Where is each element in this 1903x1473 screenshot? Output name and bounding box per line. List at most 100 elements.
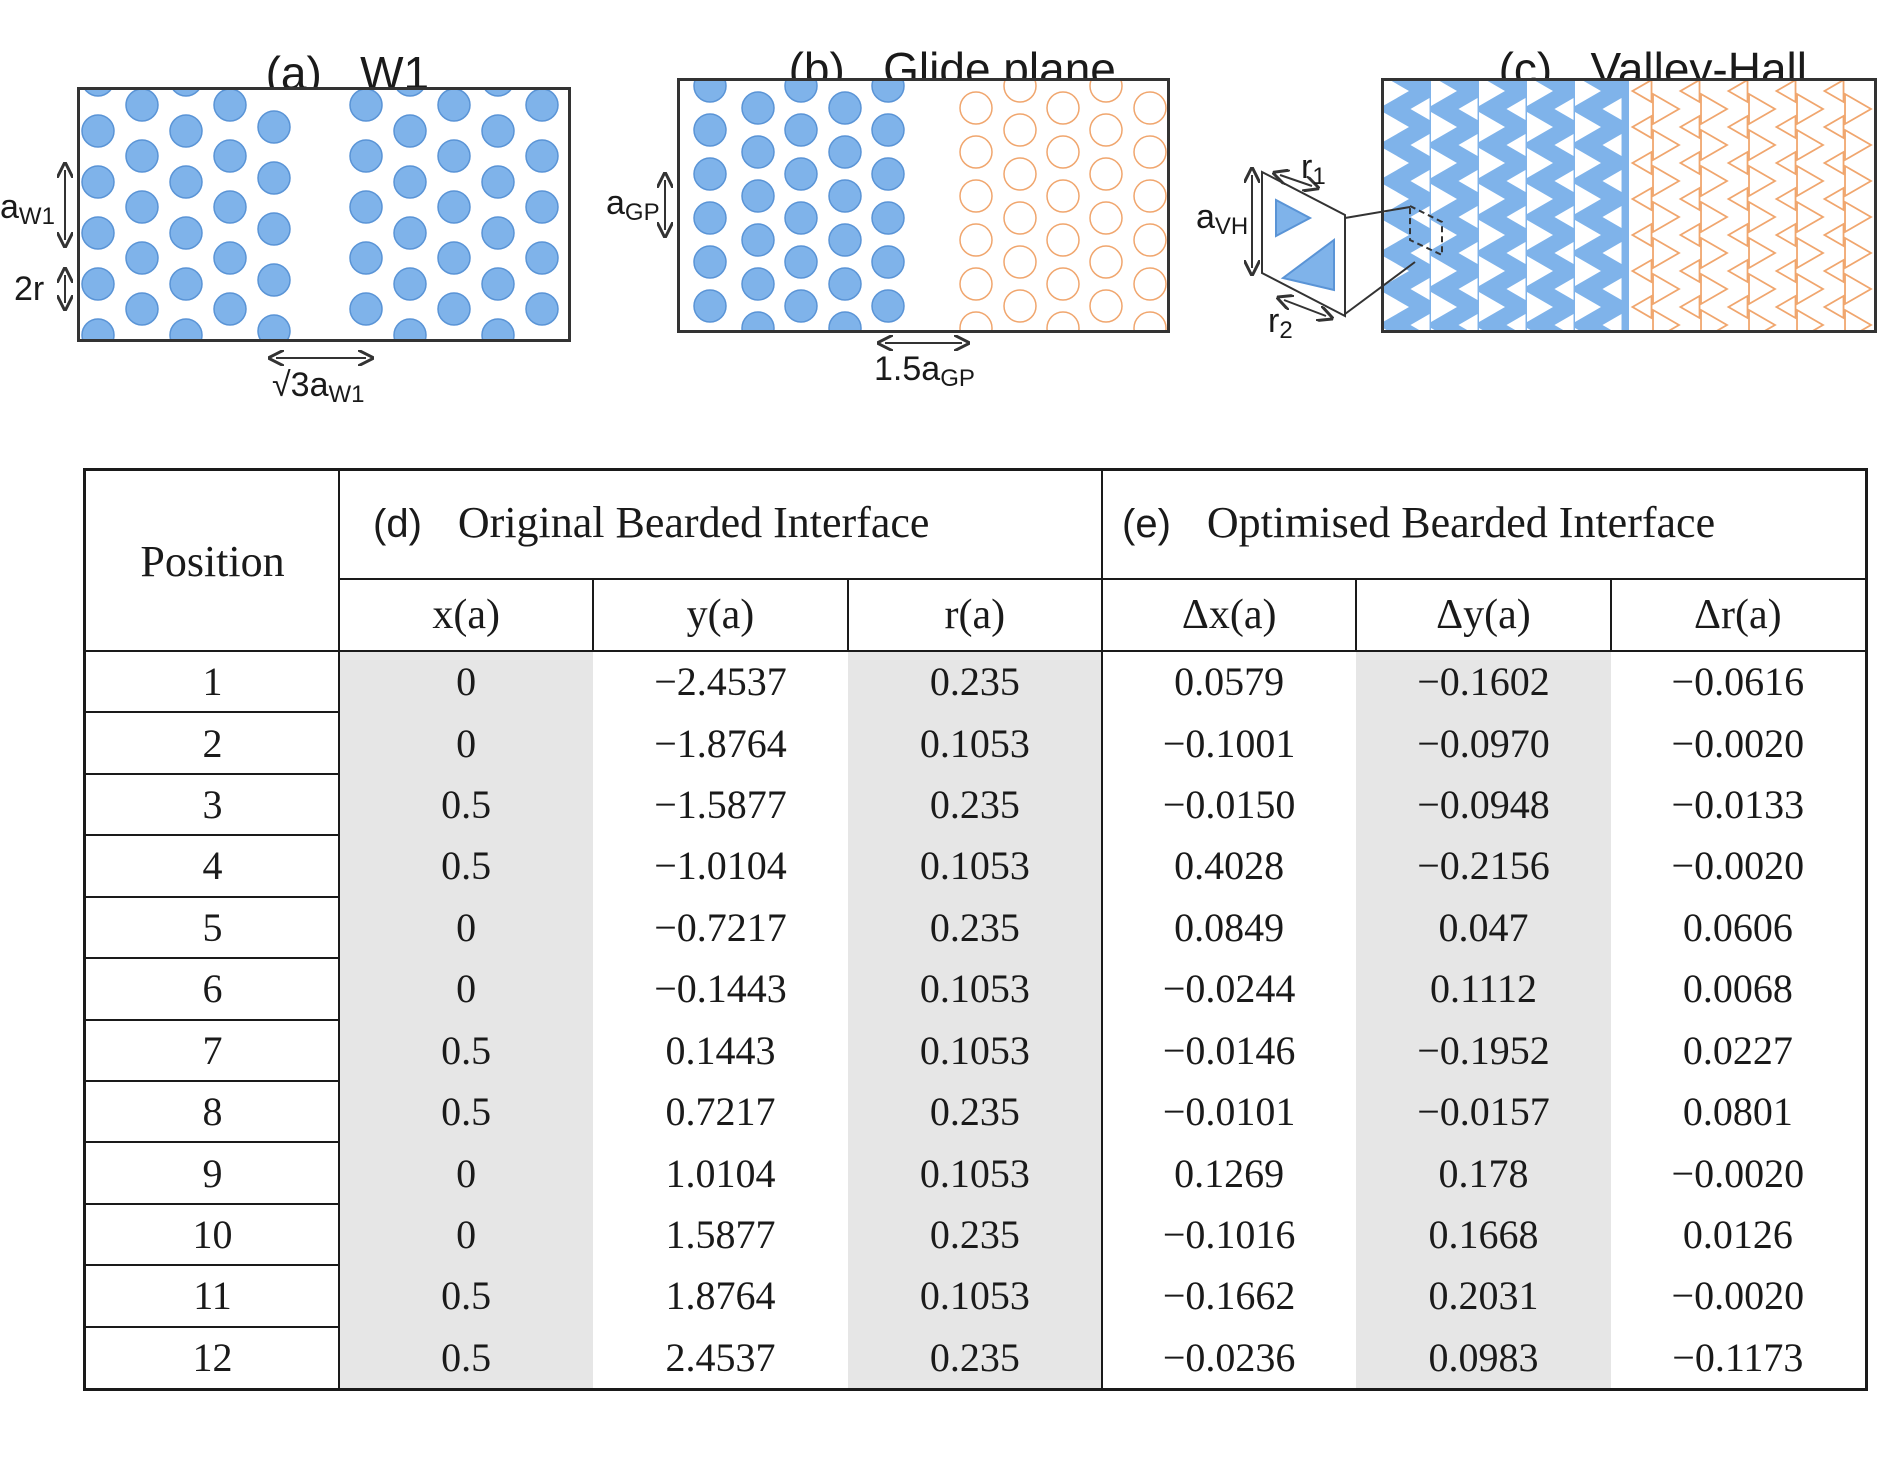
filled-hole	[169, 318, 203, 339]
lattice-gap-triangle	[1431, 112, 1457, 142]
filled-hole	[693, 245, 727, 279]
filled-hole	[437, 90, 471, 122]
open-triangle	[1726, 114, 1749, 140]
column-header-divider	[592, 579, 595, 651]
lattice-gap-triangle	[1527, 220, 1553, 250]
filled-hole	[213, 90, 247, 122]
open-hole	[1003, 289, 1037, 323]
open-triangle	[1678, 222, 1701, 248]
open-triangle	[1748, 92, 1777, 126]
filled-hole	[784, 81, 818, 103]
filled-hole	[257, 161, 291, 195]
r1-arrow	[1280, 175, 1312, 186]
filled-hole	[257, 110, 291, 144]
table-cell: 0.1053	[919, 966, 1030, 1012]
row-rule	[86, 772, 339, 775]
dashed-unit-cell	[1409, 204, 1443, 257]
open-triangle	[1678, 150, 1701, 176]
filled-hole	[125, 292, 159, 326]
open-triangle	[1822, 81, 1845, 104]
open-hole	[1046, 223, 1080, 257]
filled-hole	[741, 267, 775, 301]
filled-hole	[871, 201, 905, 235]
filled-hole	[481, 165, 515, 199]
table-cell: 0.1053	[919, 1027, 1030, 1073]
glide-plane-lattice-diagram	[677, 78, 1170, 333]
table-cell: 1.8764	[665, 1273, 776, 1319]
filled-hole	[125, 90, 159, 122]
r1-label: r1	[1301, 150, 1326, 189]
position-cell: 9	[202, 1150, 223, 1196]
table-cell: −0.0146	[1162, 1027, 1296, 1073]
table-cell: 0.5	[441, 1334, 492, 1380]
lattice-gap-triangle	[1602, 98, 1622, 120]
open-hole	[1089, 201, 1123, 235]
group-divider-rule	[1101, 471, 1103, 1388]
column-header: y(a)	[686, 592, 755, 638]
lattice-gap-triangle	[1602, 242, 1622, 264]
position-column-rule	[338, 471, 340, 1388]
lattice-gap-triangle	[1410, 242, 1430, 264]
sqrt3-a-label-sub: W1	[328, 381, 365, 408]
open-triangle	[1652, 308, 1681, 330]
row-rule	[86, 895, 339, 898]
filled-hole	[693, 157, 727, 191]
table-cell: 0.0983	[1428, 1334, 1539, 1380]
lattice-gap-triangle	[1479, 220, 1505, 250]
open-triangle	[1726, 222, 1749, 248]
valley-hall-lattice-diagram	[1381, 78, 1877, 333]
table-cell: −0.0616	[1671, 659, 1805, 705]
filled-hole	[169, 216, 203, 250]
table-cell: −0.0020	[1671, 1273, 1805, 1319]
table-cell: −0.0244	[1162, 966, 1296, 1012]
filled-hole	[437, 139, 471, 173]
open-triangle	[1700, 128, 1729, 162]
one-point-five-a-label-main: 1.5a	[874, 350, 941, 388]
a-vh-label: aVH	[1196, 200, 1248, 239]
open-triangle	[1652, 164, 1681, 198]
w1-hole-array	[81, 90, 559, 339]
lattice-gap-triangle	[1527, 184, 1553, 214]
lattice-gap-triangle	[1479, 81, 1505, 106]
open-triangle	[1652, 272, 1681, 306]
position-cell: 10	[192, 1211, 233, 1257]
filled-hole	[169, 114, 203, 148]
position-cell: 3	[202, 782, 223, 828]
lattice-gap-triangle	[1506, 242, 1526, 264]
filled-hole	[393, 216, 427, 250]
filled-hole	[125, 190, 159, 224]
open-hole	[1089, 81, 1123, 103]
r2-arrow	[1284, 300, 1326, 316]
column-header: x(a)	[432, 592, 500, 638]
open-triangle	[1822, 294, 1845, 320]
sqrt3-a-w1-label: √3aW1	[272, 368, 364, 407]
a-gp-label-main: a	[606, 184, 625, 222]
lattice-gap-triangle	[1602, 278, 1622, 300]
table-cell: −2.4537	[654, 659, 787, 705]
filled-hole	[828, 91, 862, 125]
open-triangle	[1796, 272, 1825, 306]
table-cell: 0.2031	[1428, 1273, 1539, 1319]
lattice-gap-triangle	[1527, 292, 1553, 322]
lattice-gap-triangle	[1554, 206, 1574, 228]
open-triangle	[1678, 114, 1701, 140]
lattice-gap-triangle	[1602, 134, 1622, 156]
lattice-gap-triangle	[1431, 256, 1457, 286]
open-hole	[1133, 267, 1167, 301]
open-hole	[1003, 113, 1037, 147]
one-point-five-a-gp-label: 1.5aGP	[874, 352, 975, 391]
open-triangle	[1796, 236, 1825, 270]
filled-hole	[828, 135, 862, 169]
filled-hole	[525, 292, 559, 326]
filled-hole	[81, 267, 115, 301]
lattice-gap-triangle	[1554, 278, 1574, 300]
open-triangle	[1774, 222, 1797, 248]
open-triangle	[1748, 128, 1777, 162]
lattice-gap-triangle	[1575, 292, 1601, 322]
open-triangle	[1748, 236, 1777, 270]
lattice-gap-triangle	[1410, 98, 1430, 120]
r1-label-main: r	[1301, 148, 1313, 186]
lattice-gap-triangle	[1458, 206, 1478, 228]
open-triangle	[1796, 128, 1825, 162]
lattice-gap-triangle	[1458, 242, 1478, 264]
